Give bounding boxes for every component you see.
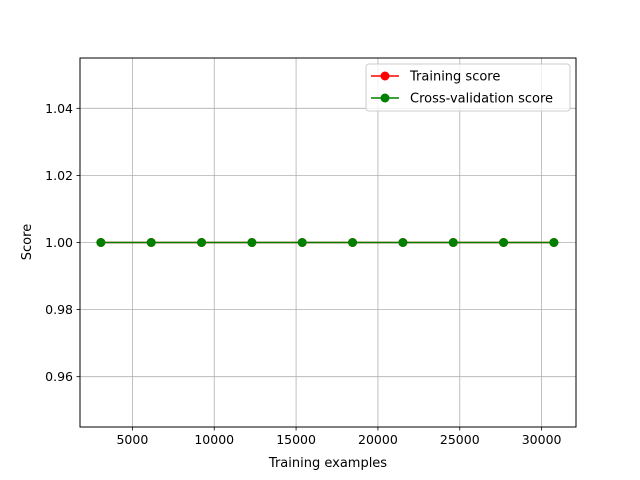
x-tick-label: 15000 — [276, 432, 316, 447]
series-1-point — [499, 238, 509, 247]
y-tick-label: 0.96 — [45, 369, 73, 384]
series-1-point — [247, 238, 257, 247]
series-layer — [96, 238, 559, 247]
y-tick-label: 1.04 — [45, 101, 73, 116]
y-tick-label: 0.98 — [45, 302, 73, 317]
legend-label-cv: Cross-validation score — [410, 92, 553, 107]
x-tick-label: 10000 — [194, 432, 234, 447]
series-1-point — [96, 238, 106, 247]
x-tick-label: 20000 — [358, 432, 398, 447]
series-1-point — [398, 238, 408, 247]
legend-marker-training — [380, 71, 390, 81]
series-1-point — [197, 238, 207, 247]
series-1-point — [448, 238, 458, 247]
legend-marker-cv — [380, 93, 390, 103]
x-tick-label: 30000 — [522, 432, 562, 447]
series-1-point — [348, 238, 358, 247]
legend-label-training: Training score — [409, 70, 500, 85]
y-axis-label: Score — [20, 224, 35, 260]
legend: Training score Cross-validation score — [365, 63, 571, 112]
series-1-point — [549, 238, 559, 247]
series-1-point — [297, 238, 307, 247]
ticks: 5000 10000 15000 20000 25000 30000 0.96 0.98 1.0… — [45, 101, 561, 447]
x-tick-label: 25000 — [440, 432, 480, 447]
series-1-point — [146, 238, 156, 247]
legend-box — [365, 63, 571, 112]
y-tick-label: 1.00 — [45, 235, 73, 250]
y-tick-label: 1.02 — [45, 168, 73, 183]
x-tick-label: 5000 — [116, 432, 148, 447]
x-axis-label: Training examples — [268, 456, 387, 471]
